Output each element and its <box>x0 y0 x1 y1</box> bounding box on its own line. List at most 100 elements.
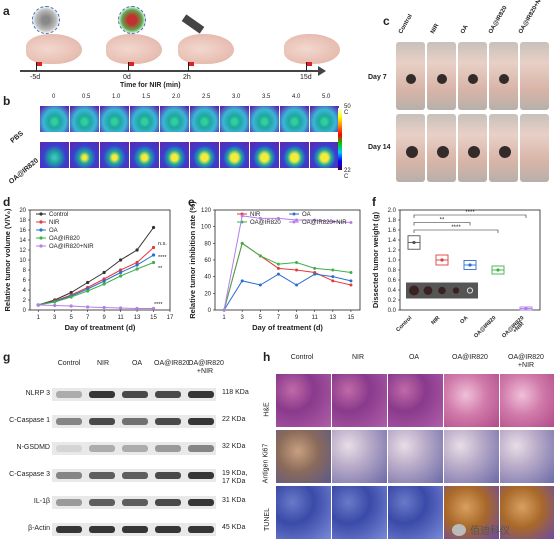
mouse-3 <box>178 34 234 64</box>
data-point <box>349 221 353 224</box>
flag-icon <box>37 62 42 66</box>
panel-e-letter: e <box>188 195 195 209</box>
legend-marker <box>39 236 43 240</box>
blot-band <box>122 418 148 425</box>
panel-h: Control NIR OA OA@IR820 OA@IR820 +NIR H&E An… <box>262 350 554 548</box>
data-point <box>102 270 106 275</box>
data-point <box>151 225 156 230</box>
legend-label: OA@IR820+NIR <box>302 220 347 226</box>
laser-icon <box>181 14 205 34</box>
mouse-photo <box>520 114 549 182</box>
data-point <box>151 260 156 265</box>
blot-band <box>188 418 214 425</box>
thermal-image <box>40 106 69 132</box>
data-point <box>222 308 226 312</box>
legend-label: OA <box>302 212 311 218</box>
blot-column-label: Control <box>57 360 81 367</box>
blot-band <box>188 391 214 398</box>
blot-band <box>89 418 115 425</box>
tumor-mark <box>468 146 480 158</box>
legend-marker <box>39 220 43 224</box>
time-label: 5.0 <box>322 94 331 100</box>
tumor-sample <box>423 286 433 295</box>
mouse-4 <box>284 34 340 64</box>
x-tick-label: 9 <box>295 315 299 321</box>
y-tick-label: 0.2 <box>388 298 397 304</box>
thermal-image <box>220 142 249 168</box>
y-axis-label: Dissected tumor weight (g) <box>371 211 380 308</box>
tumor-mark <box>499 146 511 158</box>
histology-image <box>332 486 387 539</box>
mouse-1 <box>26 34 82 64</box>
data-point <box>349 271 353 274</box>
time-label: 0.5 <box>82 94 91 100</box>
blot-strip <box>52 523 216 536</box>
x-tick-label: Control <box>395 315 413 333</box>
thermal-image <box>280 106 309 132</box>
data-point <box>276 262 280 266</box>
x-tick-label: 5 <box>259 315 263 321</box>
flag-icon <box>307 62 312 66</box>
data-point <box>240 279 244 283</box>
tumor-sample <box>466 287 474 294</box>
legend-label: NIR <box>250 212 261 218</box>
protein-label: IL-1β <box>33 498 50 505</box>
tumor-mark <box>468 74 478 84</box>
tumor-weight-chart: 0.0 0.2 0.4 0.6 0.8 1.0 1.2 1.4 1.6 1.8 2.0 Dissect… <box>371 208 541 339</box>
data-point <box>151 245 156 250</box>
tumor-mark <box>406 146 418 158</box>
histology-column-label: NIR <box>351 354 365 361</box>
wechat-icon <box>452 523 466 536</box>
y-tick-label: 0 <box>23 308 27 314</box>
histology-column-label: OA <box>408 354 420 361</box>
box-point <box>524 306 528 311</box>
timeline-arrow-icon <box>318 66 326 76</box>
blot-band <box>56 499 82 506</box>
blot-band <box>89 445 115 452</box>
sig-bracket <box>413 229 499 233</box>
molecular-weight-label: 22 KDa <box>222 416 246 423</box>
x-tick-label: NIR <box>430 315 441 326</box>
y-tick-label: 1.2 <box>388 248 397 254</box>
y-tick-label: 60 <box>204 258 211 264</box>
data-point <box>86 305 90 309</box>
x-axis-label: Day of treatment (d) <box>252 323 323 332</box>
box-point <box>468 263 472 267</box>
y-tick-label: 10 <box>19 258 26 264</box>
time-label: 2.0 <box>172 94 181 100</box>
series-line <box>223 273 352 311</box>
y-tick-label: 0.6 <box>388 278 397 284</box>
tumor-sample <box>409 285 419 296</box>
y-tick-label: 0.4 <box>388 288 397 294</box>
blot-band <box>188 526 214 533</box>
data-point <box>313 218 317 222</box>
thermal-image <box>160 106 189 132</box>
tumor-mark <box>499 74 509 84</box>
data-point <box>295 218 299 222</box>
blot-band <box>89 499 115 506</box>
time-header: 0 0.5 1.0 1.5 2.0 2.5 3.0 3.5 4.0 5.0 <box>42 94 352 104</box>
flag-icon <box>189 62 194 66</box>
series-line <box>38 247 154 306</box>
data-point <box>135 263 139 267</box>
y-tick-label: 20 <box>19 208 26 214</box>
group-label: OA@IR820 <box>488 5 509 35</box>
data-point <box>118 268 123 272</box>
molecular-weight-label: 32 KDa <box>222 443 246 450</box>
row-label-he: H&E <box>263 402 271 417</box>
panel-f-letter: f <box>372 195 376 209</box>
data-point <box>53 300 57 304</box>
row-label-ki67: Antigen Ki67 <box>262 443 270 484</box>
blot-band <box>56 472 82 479</box>
y-tick-label: 12 <box>19 248 26 254</box>
y-tick-label: 40 <box>204 275 211 281</box>
y-tick-label: 0 <box>208 308 212 314</box>
timepoint-label: 0d <box>123 74 131 81</box>
data-point <box>86 280 90 285</box>
box-point <box>412 240 416 245</box>
panel-g: Control NIR OA OA@IR820 OA@IR820 +NIR NLRP 3… <box>0 350 260 546</box>
legend-label: OA@IR820 <box>49 236 80 242</box>
x-tick-label: 7 <box>86 315 90 321</box>
data-point <box>151 253 156 257</box>
data-point <box>295 268 299 272</box>
